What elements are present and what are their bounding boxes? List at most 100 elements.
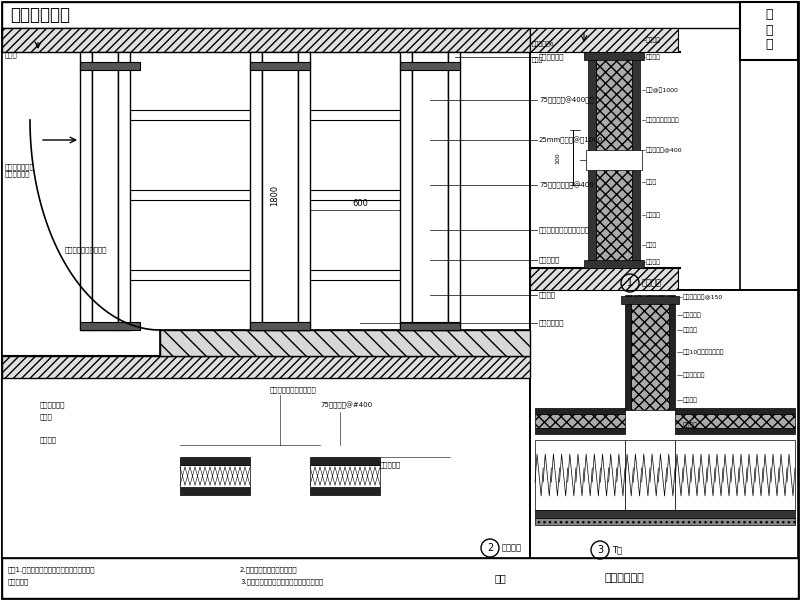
Bar [621, 296, 679, 304]
Bar [535, 510, 795, 518]
Text: 轻轻轻: 轻轻轻 [532, 57, 543, 63]
Bar [310, 487, 380, 495]
Bar [310, 465, 380, 487]
Text: 石膏板: 石膏板 [5, 52, 18, 58]
Text: 双层岩棉隔声板贴纸胶粘结: 双层岩棉隔声板贴纸胶粘结 [539, 227, 590, 233]
Bar [262, 52, 298, 330]
Text: 75型钢龙骨@400竖骨: 75型钢龙骨@400竖骨 [539, 97, 594, 104]
Bar [80, 322, 140, 330]
Bar [535, 518, 795, 525]
Bar [535, 414, 625, 428]
Bar [596, 52, 632, 268]
Bar [2, 558, 798, 598]
Text: 一道隔音毡: 一道隔音毡 [380, 461, 402, 469]
Text: 隔
墙
类: 隔 墙 类 [766, 8, 773, 52]
Bar [180, 465, 250, 487]
Bar [2, 378, 530, 558]
Bar [250, 52, 262, 330]
Text: 一道腻: 一道腻 [646, 179, 658, 185]
Text: 成由设立页: 成由设立页 [8, 578, 30, 586]
Bar [675, 440, 795, 510]
Bar [586, 150, 642, 170]
Bar [250, 62, 310, 70]
Text: 75轻钢龙骨竖骨@400: 75轻钢龙骨竖骨@400 [539, 181, 594, 188]
Bar [530, 268, 678, 290]
Bar [400, 52, 412, 330]
Text: 25mm岩棉板@厚1000: 25mm岩棉板@厚1000 [539, 136, 603, 143]
Bar [92, 52, 118, 330]
Bar [80, 62, 140, 70]
Bar [588, 52, 596, 268]
Bar [180, 457, 250, 465]
Text: 底部安装: 底部安装 [646, 212, 661, 218]
Bar [675, 408, 795, 414]
Text: 一道隔音毡: 一道隔音毡 [539, 257, 560, 263]
Bar [2, 2, 740, 28]
Text: 岩棉板三道胶粘镶嵌: 岩棉板三道胶粘镶嵌 [646, 117, 680, 123]
Bar [180, 487, 250, 495]
Text: 一道接层: 一道接层 [683, 422, 698, 428]
Bar [160, 330, 530, 356]
Bar [535, 440, 625, 510]
Bar [625, 295, 631, 410]
Bar [675, 428, 795, 434]
Text: 岩棉层三道: 岩棉层三道 [683, 312, 702, 318]
Text: T型: T型 [612, 545, 622, 554]
Text: 底层：磁砖面层铺贴不能: 底层：磁砖面层铺贴不能 [270, 386, 317, 394]
Bar [535, 428, 625, 434]
Bar [2, 28, 530, 52]
Text: 100: 100 [555, 152, 560, 164]
Text: 轻钢龙骨隔墙: 轻钢龙骨隔墙 [604, 573, 644, 583]
Text: 一道膜层: 一道膜层 [683, 397, 698, 403]
Text: 材料表: 材料表 [40, 413, 53, 421]
Text: 1: 1 [627, 278, 633, 288]
Bar [669, 295, 675, 410]
Bar [310, 457, 380, 465]
Bar [631, 295, 669, 410]
Bar [2, 356, 530, 378]
Bar [632, 52, 640, 268]
Text: 见图附件面层: 见图附件面层 [40, 401, 66, 409]
Text: 地面基层处理: 地面基层处理 [539, 320, 565, 326]
Bar [530, 28, 740, 290]
Text: 图名: 图名 [494, 573, 506, 583]
Text: 地面基层: 地面基层 [40, 437, 57, 443]
Bar [584, 52, 644, 60]
Text: 轻钢龙骨隔墙: 轻钢龙骨隔墙 [10, 6, 70, 24]
Bar [2, 28, 530, 378]
Text: 竖剖节点: 竖剖节点 [642, 278, 662, 287]
Text: 2.本本：拉出方元山设立设立: 2.本本：拉出方元山设立设立 [240, 566, 298, 574]
Bar [584, 260, 644, 268]
Text: 见图10龙骨施工平面板: 见图10龙骨施工平面板 [683, 349, 725, 355]
Text: 3.初拉龙骨规位空径扬带等写于山设立之页: 3.初拉龙骨规位空径扬带等写于山设立之页 [240, 578, 323, 586]
Text: 岩棉@厚1000: 岩棉@厚1000 [646, 87, 679, 93]
Bar [675, 414, 795, 428]
Text: 轻钢龙骨吊顶: 轻钢龙骨吊顶 [539, 53, 565, 61]
Bar [448, 52, 460, 330]
Bar [400, 62, 460, 70]
Bar [530, 290, 798, 558]
Bar [80, 52, 92, 330]
Text: 一石板条: 一石板条 [646, 54, 661, 60]
Bar [412, 52, 448, 330]
Text: 十字铆钉: 十字铆钉 [646, 37, 661, 43]
Bar [400, 322, 460, 330]
Text: 600: 600 [352, 199, 368, 208]
Text: 见附件龙骨施工平面板: 见附件龙骨施工平面板 [65, 247, 107, 253]
Bar [250, 322, 310, 330]
Text: 2: 2 [487, 543, 493, 553]
Text: 横剖节点: 横剖节点 [502, 544, 522, 553]
Bar [298, 52, 310, 330]
Bar [535, 408, 625, 414]
Bar [625, 440, 675, 510]
Text: 胶粘镶嵌: 胶粘镶嵌 [683, 327, 698, 333]
Text: 十形龙骨连接: 十形龙骨连接 [683, 372, 706, 378]
Text: 双层岩棉板@400: 双层岩棉板@400 [646, 147, 682, 153]
Text: 注：1.数字标注一般含义标注说明，详见年，: 注：1.数字标注一般含义标注说明，详见年， [8, 566, 95, 574]
Text: 高密度岩棉三道
胶粘镶嵌方式: 高密度岩棉三道 胶粘镶嵌方式 [5, 163, 34, 177]
Text: 1800: 1800 [270, 184, 279, 206]
Text: 双层磁砖面层@150: 双层磁砖面层@150 [683, 294, 723, 300]
Bar [530, 28, 678, 52]
Text: 3: 3 [597, 545, 603, 555]
Bar [118, 52, 130, 330]
